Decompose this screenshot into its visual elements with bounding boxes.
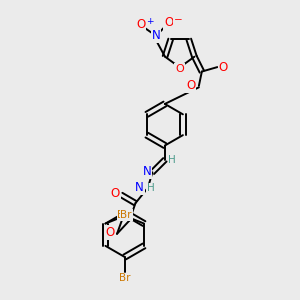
Text: O: O xyxy=(186,79,195,92)
Text: −: − xyxy=(174,15,183,25)
Text: N: N xyxy=(135,181,144,194)
Text: O: O xyxy=(136,18,145,32)
Text: +: + xyxy=(146,16,154,26)
Text: H: H xyxy=(147,183,155,193)
Text: N: N xyxy=(143,165,152,178)
Text: O: O xyxy=(175,64,184,74)
Text: O: O xyxy=(106,226,115,239)
Text: O: O xyxy=(164,16,173,29)
Text: N: N xyxy=(152,29,161,42)
Text: O: O xyxy=(111,187,120,200)
Text: Br: Br xyxy=(121,210,132,220)
Text: Br: Br xyxy=(118,210,129,220)
Text: O: O xyxy=(219,61,228,74)
Text: Br: Br xyxy=(119,273,130,284)
Text: H: H xyxy=(168,155,176,165)
